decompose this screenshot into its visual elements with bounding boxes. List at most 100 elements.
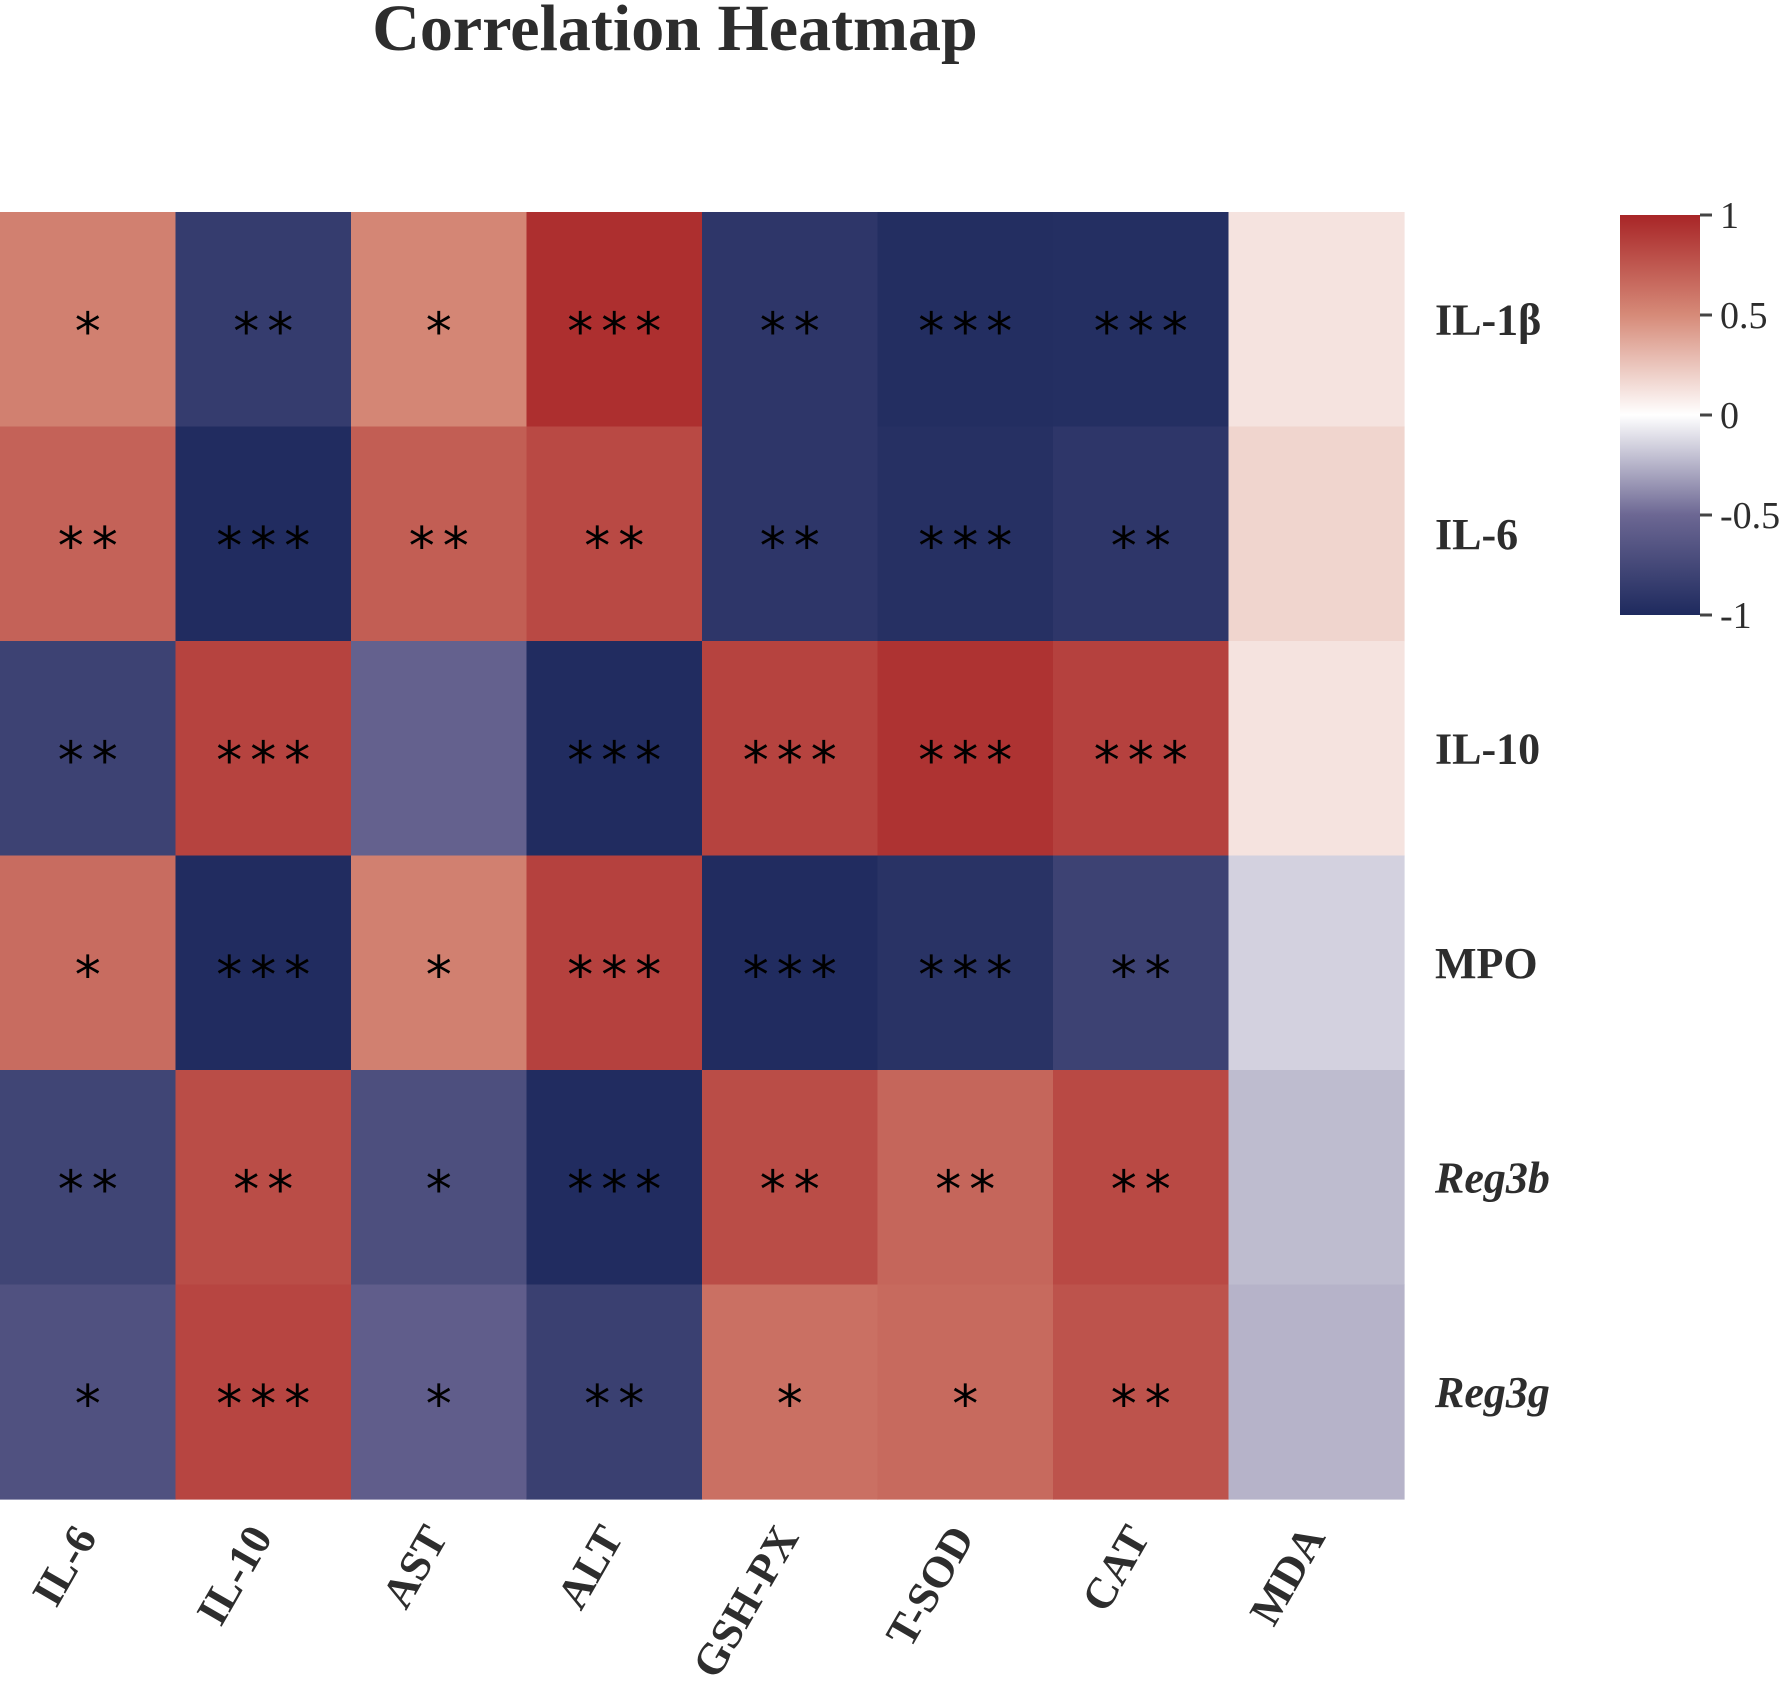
significance-marker: * <box>75 946 109 1006</box>
significance-marker: *** <box>918 302 1020 362</box>
significance-marker: ** <box>409 517 477 577</box>
significance-marker: *** <box>918 517 1020 577</box>
heatmap-cell <box>526 641 703 857</box>
heatmap-cell <box>175 641 352 857</box>
row-label: IL-1β <box>1435 295 1541 344</box>
heatmap-cell <box>175 1070 352 1286</box>
heatmap-cell <box>1228 855 1405 1071</box>
row-label: MPO <box>1435 939 1538 988</box>
significance-marker: * <box>426 946 460 1006</box>
significance-marker: * <box>75 302 109 362</box>
row-label: IL-6 <box>1435 510 1518 559</box>
heatmap-cell <box>702 426 879 642</box>
significance-marker: *** <box>567 731 669 791</box>
column-label: ALT <box>547 1518 633 1617</box>
heatmap-cell <box>1053 641 1230 857</box>
significance-marker: ** <box>760 302 828 362</box>
heatmap-cell <box>0 426 177 642</box>
significance-marker: * <box>75 1375 109 1435</box>
significance-markers: * ** * *** ** *** ***** *** ** ** ** *** **** *** *** *… <box>58 302 1196 1435</box>
heatmap-cell <box>526 212 703 428</box>
significance-marker: ** <box>1111 946 1179 1006</box>
significance-marker: ** <box>760 1160 828 1220</box>
significance-marker: ** <box>58 731 126 791</box>
heatmap-cell <box>351 1070 528 1286</box>
colorbar-tick-label: -1 <box>1720 595 1752 637</box>
significance-marker: ** <box>233 1160 301 1220</box>
colorbar-tick-label: 1 <box>1720 195 1739 237</box>
heatmap-cell <box>1228 1070 1405 1286</box>
significance-marker: *** <box>567 302 669 362</box>
heatmap-cell <box>877 855 1054 1071</box>
significance-marker: ** <box>233 302 301 362</box>
column-label: IL-10 <box>187 1518 282 1634</box>
significance-marker: *** <box>216 1375 318 1435</box>
significance-marker: *** <box>567 946 669 1006</box>
column-label: GSH-PX <box>683 1517 809 1682</box>
significance-marker: *** <box>1094 731 1196 791</box>
heatmap-cell <box>702 641 879 857</box>
heatmap-cell <box>351 426 528 642</box>
significance-marker: *** <box>918 946 1020 1006</box>
heatmap-cell <box>351 641 528 857</box>
heatmap-cell <box>0 1284 177 1500</box>
significance-marker: *** <box>918 731 1020 791</box>
heatmap-cell <box>0 641 177 857</box>
significance-marker: *** <box>1094 302 1196 362</box>
significance-marker: ** <box>584 1375 652 1435</box>
heatmap-cell <box>526 1070 703 1286</box>
significance-marker: * <box>426 302 460 362</box>
heatmap-cell <box>0 1070 177 1286</box>
heatmap-cell <box>351 212 528 428</box>
row-labels: IL-1β IL-6 IL-10 MPO Reg3b Reg3g <box>1434 295 1550 1417</box>
significance-marker: ** <box>58 517 126 577</box>
significance-marker: * <box>426 1160 460 1220</box>
heatmap-cell <box>877 1070 1054 1286</box>
colorbar-ticks: 1 0.5 0 -0.5 -1 <box>1700 195 1780 637</box>
column-label: MDA <box>1240 1517 1335 1633</box>
heatmap-cell <box>1228 1284 1405 1500</box>
heatmap-cell <box>175 426 352 642</box>
heatmap-cell <box>702 855 879 1071</box>
significance-marker: * <box>952 1375 986 1435</box>
column-label: T-SOD <box>876 1518 984 1655</box>
heatmap-cell <box>526 855 703 1071</box>
colorbar-tick-label: 0 <box>1720 395 1739 437</box>
significance-marker: *** <box>216 517 318 577</box>
heatmap-cell <box>0 212 177 428</box>
heatmap-cell <box>175 855 352 1071</box>
heatmap-cell <box>702 212 879 428</box>
heatmap-cell <box>526 426 703 642</box>
heatmap-cell <box>526 1284 703 1500</box>
significance-marker: ** <box>1111 1160 1179 1220</box>
column-labels: IL-6 IL-10 AST ALT GSH-PX T-SOD CAT MDA <box>22 1517 1335 1682</box>
heatmap-cell <box>175 212 352 428</box>
chart-title: Correlation Heatmap <box>372 0 978 65</box>
heatmap-cell <box>702 1070 879 1286</box>
significance-marker: *** <box>567 1160 669 1220</box>
significance-marker: ** <box>584 517 652 577</box>
significance-marker: ** <box>1111 517 1179 577</box>
heatmap-cell <box>877 426 1054 642</box>
row-label: Reg3b <box>1434 1153 1550 1202</box>
heatmap-cell <box>1053 855 1230 1071</box>
colorbar <box>1620 215 1700 615</box>
heatmap-cell <box>1053 1284 1230 1500</box>
heatmap-cell <box>1228 426 1405 642</box>
heatmap-cell <box>351 1284 528 1500</box>
heatmap-cell <box>1053 212 1230 428</box>
significance-marker: ** <box>58 1160 126 1220</box>
row-label: Reg3g <box>1434 1368 1550 1417</box>
column-label: AST <box>372 1518 457 1617</box>
heatmap-cell <box>702 1284 879 1500</box>
column-label: CAT <box>1072 1518 1159 1620</box>
row-label: IL-10 <box>1435 724 1540 773</box>
heatmap-cell <box>1228 212 1405 428</box>
significance-marker: * <box>777 1375 811 1435</box>
significance-marker: ** <box>1111 1375 1179 1435</box>
column-label: IL-6 <box>22 1518 106 1614</box>
heatmap-cell <box>877 212 1054 428</box>
significance-marker: *** <box>743 946 845 1006</box>
heatmap-cell <box>1228 641 1405 857</box>
